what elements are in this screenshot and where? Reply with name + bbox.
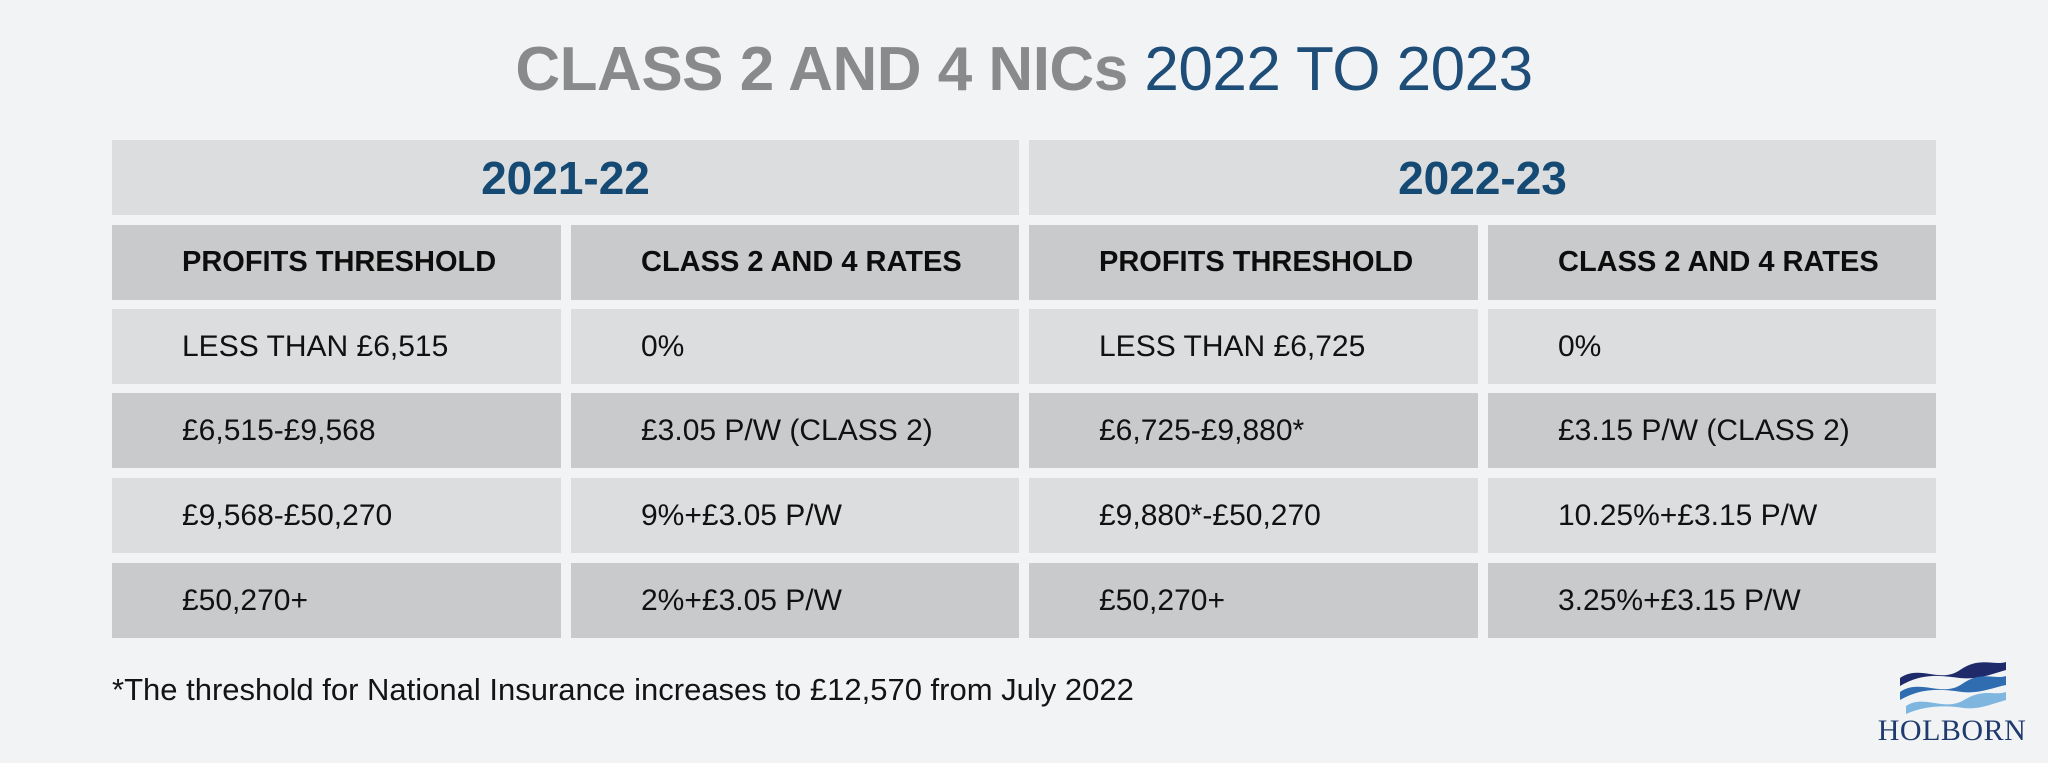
column-header-profits-threshold: PROFITS THRESHOLD (112, 225, 561, 300)
page-title: CLASS 2 AND 4 NICs 2022 TO 2023 (0, 32, 2048, 108)
table-cell: £6,725-£9,880* (1029, 393, 1478, 468)
table-cell: LESS THAN £6,725 (1029, 309, 1478, 384)
column-header-rates: CLASS 2 AND 4 RATES (1488, 225, 1936, 300)
wave-logo-icon (1900, 662, 2006, 714)
table-cell: 3.25%+£3.15 P/W (1488, 563, 1936, 638)
title-bold: CLASS 2 AND 4 NICs (515, 35, 1128, 104)
table-cell: £50,270+ (1029, 563, 1478, 638)
holborn-logo: HOLBORN (1872, 658, 2032, 758)
year-header-2022-23: 2022-23 (1029, 140, 1936, 215)
table-cell: 2%+£3.05 P/W (571, 563, 1019, 638)
column-header-profits-threshold: PROFITS THRESHOLD (1029, 225, 1478, 300)
column-header-rates: CLASS 2 AND 4 RATES (571, 225, 1019, 300)
year-header-2021-22: 2021-22 (112, 140, 1019, 215)
table-cell: 0% (1488, 309, 1936, 384)
table-cell: £3.15 P/W (CLASS 2) (1488, 393, 1936, 468)
table-cell: £50,270+ (112, 563, 561, 638)
table-cell: £9,880*-£50,270 (1029, 478, 1478, 553)
table-cell: £9,568-£50,270 (112, 478, 561, 553)
table-cell: 9%+£3.05 P/W (571, 478, 1019, 553)
table-cell: 10.25%+£3.15 P/W (1488, 478, 1936, 553)
logo-text: HOLBORN (1877, 714, 2027, 747)
title-light: 2022 TO 2023 (1144, 35, 1533, 104)
table-cell: £6,515-£9,568 (112, 393, 561, 468)
table-cell: LESS THAN £6,515 (112, 309, 561, 384)
footnote: *The threshold for National Insurance in… (112, 672, 1134, 707)
table-cell: £3.05 P/W (CLASS 2) (571, 393, 1019, 468)
table-cell: 0% (571, 309, 1019, 384)
